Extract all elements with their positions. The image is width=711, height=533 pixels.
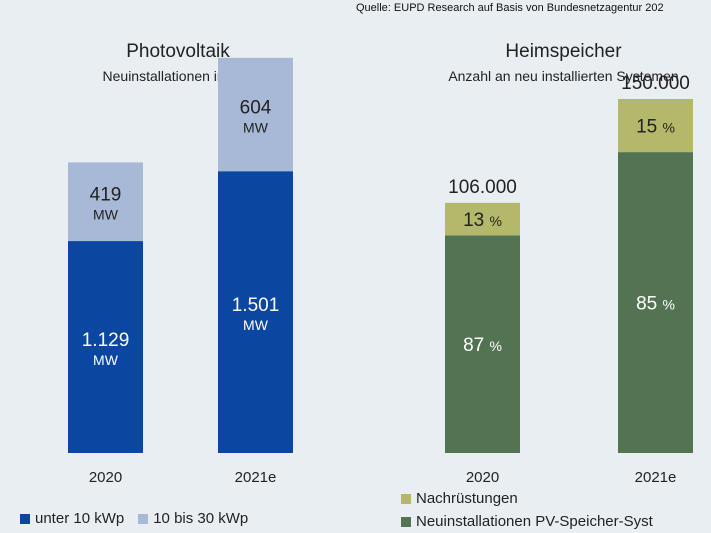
pv-chart-subtitle: Neuinstallationen in MW [102, 68, 254, 84]
hs-legend-new: Neuinstallationen PV-Speicher-Syst [401, 513, 653, 530]
hs-bar-retrofit-2021e [618, 99, 693, 153]
pv-unit-label: MW [93, 207, 119, 223]
pv-unit-label: MW [93, 352, 119, 368]
legend-label-large: 10 bis 30 kWp [153, 510, 249, 527]
photovoltaik-panel: Photovoltaik Neuinstallationen in MW 1.1… [20, 41, 293, 527]
hs-bar-new-2021e [618, 152, 693, 453]
legend-swatch-small [20, 513, 30, 524]
hs-chart-subtitle: Anzahl an neu installierten Systemen [448, 68, 679, 84]
heimspeicher-panel: Heimspeicher Anzahl an neu installierten… [356, 0, 711, 533]
pv-category-label: 2020 [89, 469, 122, 486]
pv-bar-small-2020 [68, 241, 143, 453]
pv-value-label: 1.501 [232, 295, 280, 316]
hs-total-label: 106.000 [448, 177, 517, 198]
hs-bar-retrofit-2020 [445, 202, 520, 236]
pv-value-label: 419 [90, 185, 122, 206]
legend-label-new: Neuinstallationen PV-Speicher-Syst [416, 513, 653, 530]
pv-unit-label: MW [243, 317, 269, 333]
pv-bar-small-2021e [218, 171, 293, 453]
pv-bar-large-2021e [218, 57, 293, 172]
pv-bar-large-2020 [68, 162, 143, 242]
hs-bar-new-2020 [445, 235, 520, 453]
hs-chart-title: Heimspeicher [505, 41, 622, 62]
legend-label-retrofit: Nachrüstungen [416, 490, 518, 507]
hs-percent-label: 87 % [463, 335, 502, 356]
hs-legend-retrofit: Nachrüstungen [401, 490, 518, 507]
hs-total-label: 150.000 [621, 73, 690, 94]
legend-label-small: unter 10 kWp [35, 510, 125, 527]
pv-legend: unter 10 kWp 10 bis 30 kWp [20, 510, 248, 527]
hs-chart-plot: 87 % 13 % 106.000 2020 85 % 15 % 150.000 2021e [445, 73, 693, 486]
legend-swatch-new [401, 516, 411, 527]
pv-value-label: 604 [240, 98, 272, 119]
legend-swatch-large [138, 513, 149, 524]
pv-value-label: 1.129 [82, 330, 130, 351]
pv-chart-title: Photovoltaik [126, 41, 230, 62]
source-note: Quelle: EUPD Research auf Basis von Bund… [356, 2, 664, 14]
legend-swatch-retrofit [401, 493, 411, 504]
hs-percent-label: 85 % [636, 294, 675, 315]
hs-category-label: 2021e [635, 469, 677, 486]
hs-percent-label: 13 % [463, 210, 502, 231]
hs-percent-label: 15 % [636, 117, 675, 138]
pv-category-label: 2021e [235, 469, 277, 486]
pv-unit-label: MW [243, 120, 269, 136]
hs-category-label: 2020 [466, 469, 499, 486]
